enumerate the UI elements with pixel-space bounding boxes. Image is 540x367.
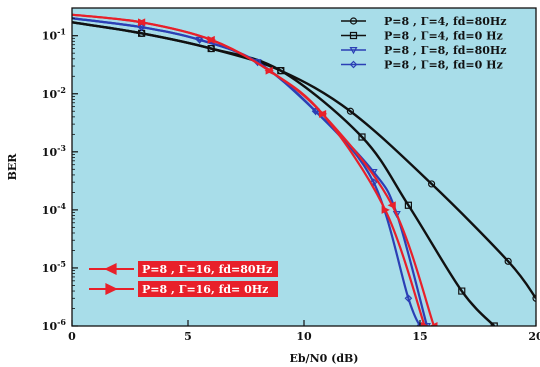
series-1-point xyxy=(532,294,536,302)
series-4-point xyxy=(137,23,146,32)
series-6-point xyxy=(138,18,147,27)
series-2-point xyxy=(404,201,412,209)
series-6-point xyxy=(421,322,430,326)
x-tick-label: 20 xyxy=(528,330,540,343)
legend-marker xyxy=(104,263,117,275)
series-6-point xyxy=(207,35,216,44)
legend-marker xyxy=(349,17,358,25)
legend-label: P=8 , Γ=16, fd= 0Hz xyxy=(142,283,268,296)
series-4 xyxy=(72,17,424,326)
legend-label: P=8 , Γ=4, fd=0 Hz xyxy=(384,30,503,43)
series-2-point xyxy=(358,133,366,141)
y-tick-label: 10-1 xyxy=(42,27,66,43)
legend-marker xyxy=(105,283,118,295)
y-tick-label: 10-4 xyxy=(42,201,67,217)
legend-label: P=8 , Γ=16, fd=80Hz xyxy=(142,263,272,276)
series-5-point xyxy=(429,322,438,326)
y-axis-label: BER xyxy=(6,153,19,181)
series-3-point xyxy=(422,323,431,326)
series-2-point xyxy=(207,44,215,53)
series-2-point xyxy=(490,322,498,326)
x-tick-label: 10 xyxy=(296,330,312,343)
legend-marker xyxy=(349,31,358,40)
legend-label-bg xyxy=(138,281,278,297)
series-6-point xyxy=(265,66,274,75)
legend-entry: P=8 , Γ=8, fd=0 Hz xyxy=(341,59,503,72)
series-4-point xyxy=(369,178,378,187)
series-1-point xyxy=(504,257,512,265)
x-tick-label: 15 xyxy=(412,330,427,343)
series-5-point xyxy=(387,201,396,210)
series-6 xyxy=(72,13,430,326)
y-tick-label: 10-5 xyxy=(42,259,66,275)
series-4-point xyxy=(404,294,413,303)
x-axis-label: Eb/N0 (dB) xyxy=(289,352,358,365)
y-tick-label: 10-6 xyxy=(42,317,67,333)
series-2-point xyxy=(138,29,146,37)
series-4-point xyxy=(195,35,204,44)
legend-entry: P=8 , Γ=8, fd=80Hz xyxy=(341,44,507,57)
series-2 xyxy=(72,21,498,326)
series-1-point xyxy=(346,107,354,115)
series-4-line xyxy=(72,17,422,326)
x-tick-label: 5 xyxy=(184,330,192,343)
series-1-point xyxy=(428,180,436,188)
legend-entry: P=8 , Γ=16, fd= 0Hz xyxy=(89,281,278,297)
series-layer xyxy=(72,13,536,326)
legend-label-bg xyxy=(138,261,278,277)
legend-marker xyxy=(349,47,358,55)
legend-label: P=8 , Γ=8, fd=0 Hz xyxy=(384,59,503,72)
y-tick-label: 10-2 xyxy=(42,85,66,101)
series-6-point xyxy=(381,205,390,214)
y-tick-label: 10-3 xyxy=(42,143,67,159)
x-tick-label: 0 xyxy=(68,330,76,343)
legend-entry: P=8 , Γ=4, fd=80Hz xyxy=(341,15,507,28)
legend-label: P=8 , Γ=8, fd=80Hz xyxy=(384,44,507,57)
series-4-point xyxy=(311,107,320,116)
legend-bottom: P=8 , Γ=16, fd=80Hz P=8 , Γ=16, fd= 0Hz xyxy=(89,261,278,297)
series-2-point xyxy=(458,287,466,295)
series-6-point xyxy=(318,109,328,118)
series-2-line xyxy=(72,21,496,326)
series-2-point xyxy=(277,67,285,75)
legend-marker xyxy=(349,60,358,69)
legend-entry: P=8 , Γ=16, fd=80Hz xyxy=(89,261,278,277)
legend-entry: P=8 , Γ=4, fd=0 Hz xyxy=(341,30,503,43)
legend-label: P=8 , Γ=4, fd=80Hz xyxy=(384,15,507,28)
